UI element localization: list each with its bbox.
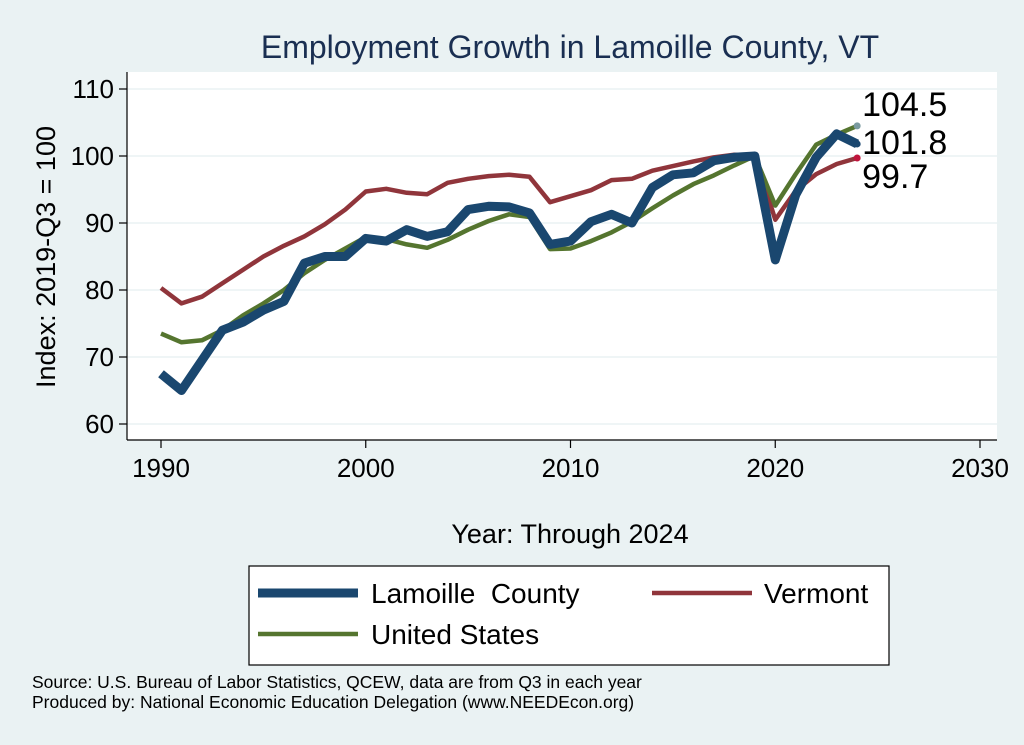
y-tick-label: 90 [85, 208, 114, 238]
x-tick-label: 2020 [746, 453, 804, 483]
y-tick-label: 70 [85, 342, 114, 372]
legend-label: United States [371, 619, 539, 650]
source-line-1: Source: U.S. Bureau of Labor Statistics,… [32, 672, 642, 692]
source-line-2: Produced by: National Economic Education… [32, 692, 634, 712]
end-value-label: 99.7 [862, 158, 928, 196]
axes: 60 70 80 90 100 110 1990 2000 2010 2020 2030 [71, 72, 1009, 483]
series-line-lamoille-county [158, 129, 860, 395]
end-labels: 101.899.7 104.5 [853, 86, 947, 196]
legend: Lamoille County Vermont United States [248, 565, 890, 666]
end-point-marker [853, 140, 861, 148]
x-tick-label: 1990 [132, 453, 190, 483]
legend-item: Vermont [652, 578, 868, 609]
chart-title: Employment Growth in Lamoille County, VT [261, 29, 879, 65]
legend-item: Lamoille County [258, 578, 580, 609]
x-axis-title: Year: Through 2024 [451, 519, 688, 549]
end-value-label: 104.5 [862, 86, 947, 124]
y-tick-label: 60 [85, 409, 114, 439]
series-lines [158, 123, 860, 395]
grid [127, 88, 997, 425]
legend-item: United States [258, 619, 539, 650]
end-value-label: 101.8 [862, 124, 947, 162]
x-tick-label: 2010 [542, 453, 600, 483]
x-tick-label: 2030 [951, 453, 1009, 483]
plot-area [127, 72, 997, 440]
series-line-united-states [160, 123, 858, 345]
end-point-marker [853, 122, 861, 130]
y-tick-label: 110 [73, 74, 114, 104]
y-tick-label: 80 [85, 275, 114, 305]
y-tick-label: 100 [71, 141, 114, 171]
end-point-marker [853, 154, 861, 162]
legend-label: Lamoille County [371, 578, 580, 609]
y-axis-title: Index: 2019-Q3 = 100 [31, 126, 61, 388]
x-tick-label: 2000 [337, 453, 395, 483]
legend-box [248, 565, 890, 666]
legend-label: Vermont [764, 578, 868, 609]
